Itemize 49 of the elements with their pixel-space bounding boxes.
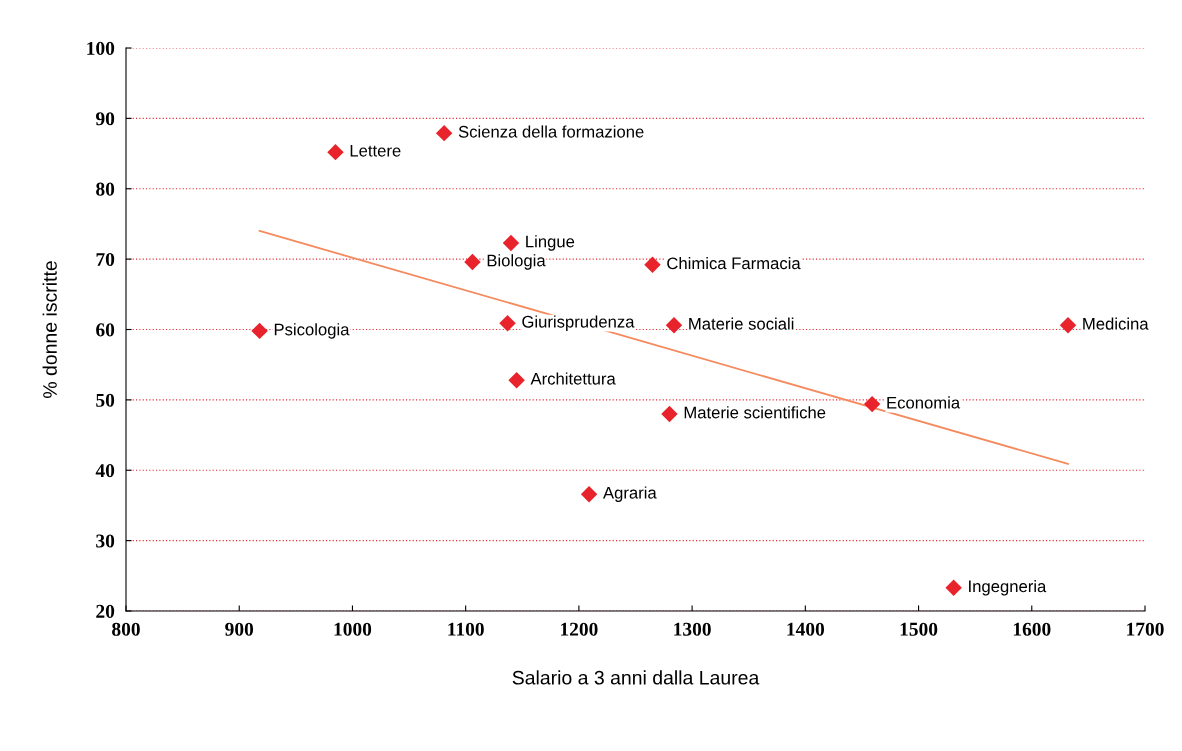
y-tick-label: 80 [96,182,115,196]
annotation: Medicina [1083,317,1149,330]
x-tick-label: 1700 [1127,622,1164,636]
x-tick-label: 1100 [448,622,484,636]
point [435,124,453,142]
x-axis-title: Salario a 3 anni dalla Laurea [512,670,760,685]
x-tick-label: 1000 [334,622,372,636]
y-tick-label: 20 [96,604,115,618]
y-axis-title: % donne iscritte [42,261,57,398]
point [661,405,678,423]
point [1059,317,1077,334]
annotation: Architettura [530,372,616,385]
annotation: Giurisprudenza [522,315,635,331]
point [665,317,683,334]
x-tick-label: 1200 [561,622,598,636]
x-tick-label: 1500 [900,622,938,636]
annotation: Chimica Farmacia [667,256,801,270]
annotation: Lettere [350,145,401,157]
annotation: Biologia [487,254,546,270]
x-tick-label: 1400 [787,622,825,636]
annotation: Psicologia [274,323,350,339]
point [499,314,516,332]
point [327,143,344,161]
x-tick-label: 800 [112,622,140,636]
x-tick-label: 900 [225,622,254,636]
x-tick-label: 1600 [1013,622,1051,636]
y-tick-label: 60 [96,323,115,337]
annotation: Materie sociali [689,317,794,330]
annotation: Ingegneria [969,580,1047,596]
annotation: Agraria [603,486,657,502]
point [502,234,520,252]
annotation: Lingue [526,235,575,251]
point [464,253,481,271]
annotation: Materie scientifiche [684,406,826,419]
annotation: Economia [887,396,961,409]
point [508,371,525,389]
x-tick-label: 1300 [674,622,711,636]
y-tick-label: 30 [96,534,115,548]
point [863,395,881,413]
point [945,579,962,596]
y-tick-label: 100 [87,41,115,55]
y-tick-label: 50 [96,393,115,407]
y-tick-label: 40 [95,464,115,478]
y-tick-label: 90 [95,112,115,126]
annotation: Scienza della formazione [458,125,644,138]
point [251,322,268,340]
y-tick-label: 70 [96,252,115,267]
point [644,256,661,273]
point [580,485,598,503]
